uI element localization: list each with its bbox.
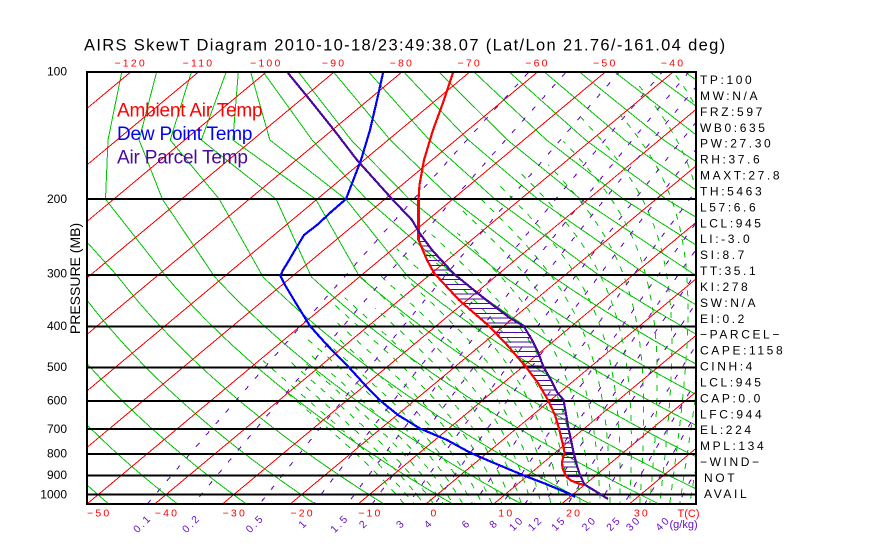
svg-text:300: 300 [47, 266, 67, 280]
svg-text:−110: −110 [183, 58, 215, 70]
svg-text:NOT: NOT [704, 471, 737, 485]
svg-text:Dew Point Temp: Dew Point Temp [117, 124, 252, 145]
svg-text:−20: −20 [290, 507, 314, 519]
svg-text:CINH:4: CINH:4 [700, 360, 755, 374]
svg-text:400: 400 [47, 319, 67, 333]
svg-text:−40: −40 [155, 507, 179, 519]
svg-text:100: 100 [47, 65, 67, 79]
svg-text:−50: −50 [593, 58, 617, 70]
svg-text:−10: −10 [358, 507, 382, 519]
svg-text:900: 900 [47, 468, 67, 482]
svg-text:TP:100: TP:100 [700, 73, 754, 87]
svg-text:MW:N/A: MW:N/A [700, 89, 760, 103]
svg-text:−80: −80 [390, 58, 414, 70]
svg-text:EI:0.2: EI:0.2 [700, 312, 747, 326]
svg-text:30: 30 [634, 507, 650, 519]
svg-text:PW:27.30: PW:27.30 [700, 137, 773, 151]
svg-text:−50: −50 [87, 507, 111, 519]
svg-text:L57:6.6: L57:6.6 [700, 200, 758, 214]
svg-text:−100: −100 [250, 58, 282, 70]
svg-text:KI:278: KI:278 [700, 280, 750, 294]
svg-text:CAPE:1158: CAPE:1158 [700, 344, 785, 358]
svg-text:AVAIL: AVAIL [704, 487, 749, 501]
svg-text:20: 20 [566, 507, 582, 519]
svg-text:800: 800 [47, 446, 67, 460]
svg-text:LCL:945: LCL:945 [700, 376, 764, 390]
svg-text:−70: −70 [457, 58, 481, 70]
svg-text:1000: 1000 [40, 487, 67, 501]
svg-text:500: 500 [47, 360, 67, 374]
svg-text:AIRS SkewT Diagram 2010-10-18/: AIRS SkewT Diagram 2010-10-18/23:49:38.0… [84, 37, 727, 55]
svg-text:FRZ:597: FRZ:597 [700, 105, 765, 119]
svg-text:EL:224: EL:224 [700, 423, 754, 437]
svg-text:200: 200 [47, 192, 67, 206]
svg-text:−60: −60 [525, 58, 549, 70]
svg-text:−PARCEL−: −PARCEL− [700, 328, 782, 342]
svg-text:MAXT:27.8: MAXT:27.8 [700, 169, 782, 183]
svg-text:Ambient Air Temp: Ambient Air Temp [117, 101, 262, 122]
svg-text:TT:35.1: TT:35.1 [700, 264, 758, 278]
svg-text:MPL:134: MPL:134 [700, 439, 766, 453]
svg-text:−120: −120 [114, 58, 146, 70]
svg-text:CAP:0.0: CAP:0.0 [700, 391, 763, 405]
svg-text:−90: −90 [322, 58, 346, 70]
svg-text:SI:8.7: SI:8.7 [700, 248, 747, 262]
svg-text:RH:37.6: RH:37.6 [700, 153, 762, 167]
svg-text:TH:5463: TH:5463 [700, 184, 764, 198]
svg-text:700: 700 [47, 422, 67, 436]
svg-text:−40: −40 [661, 58, 685, 70]
svg-text:LFC:944: LFC:944 [700, 407, 764, 421]
svg-text:−30: −30 [223, 507, 247, 519]
svg-text:LCL:945: LCL:945 [700, 216, 764, 230]
svg-text:PRESSURE (MB): PRESSURE (MB) [67, 223, 83, 334]
svg-text:WB0:635: WB0:635 [700, 121, 768, 135]
svg-text:T(C): T(C) [678, 508, 700, 520]
svg-text:−WIND−: −WIND− [700, 455, 762, 469]
svg-text:0: 0 [431, 507, 439, 519]
svg-text:(g/kg): (g/kg) [670, 519, 698, 531]
svg-text:600: 600 [47, 394, 67, 408]
svg-text:Air Parcel Temp: Air Parcel Temp [117, 147, 248, 168]
svg-text:LI:-3.0: LI:-3.0 [700, 232, 752, 246]
svg-text:10: 10 [498, 507, 514, 519]
svg-text:SW:N/A: SW:N/A [700, 296, 758, 310]
